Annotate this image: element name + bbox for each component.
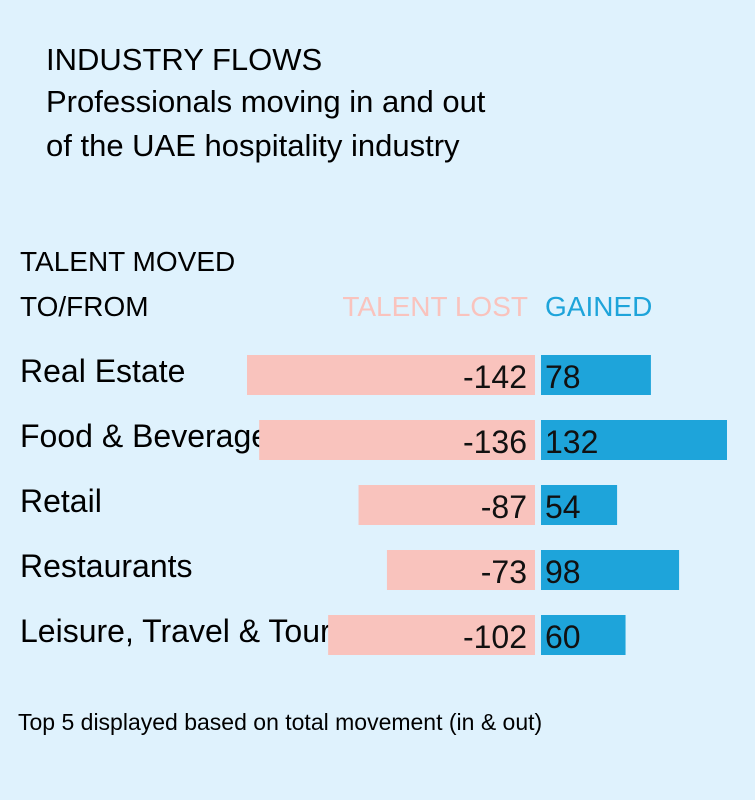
bar-gained [541, 355, 651, 395]
category-label: Real Estate [20, 353, 185, 389]
bar-lost [358, 485, 535, 525]
category-label: Retail [20, 483, 102, 519]
bar-lost [386, 550, 535, 590]
data-label-lost: -136 [463, 424, 527, 460]
bar-lost [247, 355, 535, 395]
data-label-lost: -142 [463, 359, 527, 395]
bars-group: Real Estate -142 78 Food & Beverages -136 132… [20, 353, 727, 655]
chart-title: INDUSTRY FLOWS [46, 42, 322, 77]
data-label-lost: -73 [481, 554, 527, 590]
data-label-gained: 132 [545, 424, 598, 460]
category-header-line-2: TO/FROM [20, 291, 149, 322]
data-label-gained: 54 [545, 489, 581, 525]
chart-subtitle-line-2: of the UAE hospitality industry [46, 128, 460, 163]
data-label-gained: 60 [545, 619, 581, 655]
bar-gained [541, 615, 626, 655]
bar-lost [259, 420, 535, 460]
legend-gained: GAINED [545, 291, 652, 322]
category-label: Restaurants [20, 548, 193, 584]
footnote: Top 5 displayed based on total movement … [18, 709, 542, 735]
bar-gained [541, 550, 680, 590]
category-header-line-1: TALENT MOVED [20, 246, 235, 277]
bar-gained [541, 420, 727, 460]
data-label-lost: -102 [463, 619, 527, 655]
data-label-gained: 98 [545, 554, 581, 590]
category-label: Leisure, Travel & Tourism [20, 613, 380, 649]
category-label: Food & Beverages [20, 418, 285, 454]
data-label-gained: 78 [545, 359, 581, 395]
chart-subtitle-line-1: Professionals moving in and out [46, 84, 486, 119]
legend-talent-lost: TALENT LOST [342, 291, 528, 322]
bar-gained [541, 485, 618, 525]
bar-lost [328, 615, 535, 655]
data-label-lost: -87 [481, 489, 527, 525]
